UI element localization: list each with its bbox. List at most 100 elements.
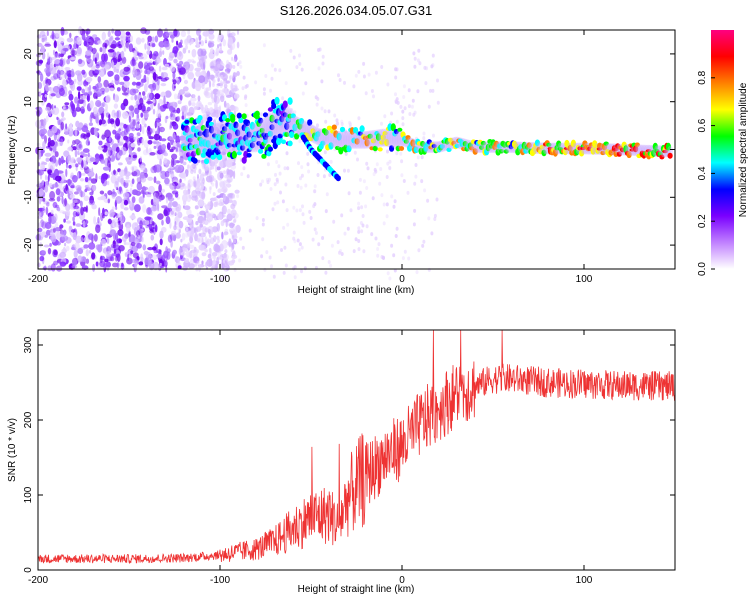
spectrogram-noise-cell <box>83 40 88 47</box>
spectrogram-noise-cell <box>134 204 141 213</box>
spectrogram-ridge-cell <box>266 150 272 157</box>
spectrogram-noise-cell <box>158 65 162 72</box>
spectrogram-noise-cell <box>117 229 124 237</box>
spectrogram-noise-cell <box>217 78 220 83</box>
spectrogram-noise-cell <box>136 181 142 191</box>
spectrogram-noise-cell <box>374 70 378 75</box>
spectrogram-noise-cell <box>417 48 421 53</box>
spectrogram-ridge-cell <box>590 146 596 155</box>
spectrogram-noise-cell <box>385 214 389 219</box>
spectrogram-noise-cell <box>67 178 71 186</box>
spectrogram-noise-cell <box>158 196 162 202</box>
spectrogram-noise-cell <box>44 174 48 181</box>
spectrogram-noise-cell <box>431 88 435 93</box>
spectrogram-noise-cell <box>150 128 155 134</box>
spectrogram-noise-cell <box>352 249 356 254</box>
spectrogram-noise-cell <box>208 212 212 217</box>
spectrogram-noise-cell <box>89 157 96 162</box>
spectrogram-noise-cell <box>145 190 148 196</box>
spectrogram-noise-cell <box>146 76 149 85</box>
spectrogram-noise-cell <box>229 64 233 69</box>
spectrogram-noise-cell <box>142 95 147 101</box>
spectrogram-noise-cell <box>380 193 384 198</box>
snr-x-tick-label: -200 <box>28 575 48 586</box>
spectrogram-ridge-cell <box>667 152 673 159</box>
spectrogram-noise-cell <box>179 155 184 164</box>
spectrogram-noise-cell <box>403 106 407 111</box>
spectrogram-noise-cell <box>137 147 141 152</box>
spectrogram-noise-cell <box>170 239 173 248</box>
spectrogram-noise-cell <box>72 216 75 222</box>
spectrogram-noise-cell <box>39 212 42 217</box>
spectrogram-noise-cell <box>91 47 97 55</box>
spectrogram-noise-cell <box>170 111 173 118</box>
spectrogram-noise-cell <box>151 246 157 251</box>
spectrogram-noise-cell <box>146 194 152 198</box>
spectrogram-ridge-cell <box>384 138 390 147</box>
spectrogram-noise-cell <box>407 235 411 240</box>
spectrogram-noise-cell <box>293 117 297 122</box>
spectrogram-noise-cell <box>118 149 123 156</box>
spectrogram-ridge-cell <box>184 119 190 124</box>
spectrogram-noise-cell <box>164 177 170 185</box>
spectrogram-noise-cell <box>422 239 426 244</box>
spectrogram-noise-cell <box>229 230 233 235</box>
spectrogram-noise-cell <box>312 204 316 209</box>
spectrogram-noise-cell <box>129 35 133 43</box>
spectrogram-noise-cell <box>147 247 154 251</box>
spectrogram-ridge-cell <box>359 125 365 133</box>
spectrogram-noise-cell <box>120 50 125 59</box>
spectrogram-noise-cell <box>98 106 105 114</box>
spectrogram-ridge-cell <box>205 140 211 148</box>
spectrogram-noise-cell <box>163 95 166 105</box>
spectrogram-noise-cell <box>87 181 92 191</box>
spectrogram-noise-cell <box>120 136 124 144</box>
spectrogram-noise-cell <box>390 194 394 199</box>
spectrogram-noise-cell <box>188 214 192 219</box>
spectrogram-noise-cell <box>214 164 218 173</box>
spectrogram-noise-cell <box>346 226 350 231</box>
spectrogram-noise-cell <box>38 150 42 160</box>
spectrogram-noise-cell <box>179 178 182 184</box>
spectrogram-noise-cell <box>111 109 116 118</box>
spectrogram-ridge-cell <box>205 120 211 128</box>
spectrogram-noise-cell <box>218 105 222 114</box>
spectrogram-noise-cell <box>97 40 102 45</box>
spectrogram-ridge-cell <box>208 125 214 134</box>
spectrogram-noise-cell <box>177 64 183 72</box>
spectrogram-noise-cell <box>153 176 157 184</box>
spectrogram-noise-cell <box>111 28 115 34</box>
spectrogram-noise-cell <box>150 234 155 241</box>
spectrogram-noise-cell <box>239 236 243 241</box>
spectrogram-noise-cell <box>43 265 47 271</box>
spectrogram-noise-cell <box>69 57 76 61</box>
spectrogram-ridge-cell <box>235 129 241 137</box>
spectrogram-noise-cell <box>108 136 112 142</box>
spectrogram-noise-cell <box>132 252 139 259</box>
spectrogram-noise-cell <box>112 129 117 135</box>
spectrogram-noise-cell <box>47 247 52 255</box>
spectrogram-noise-cell <box>172 109 178 114</box>
spectrogram-noise-cell <box>125 175 130 180</box>
spectrogram-noise-cell <box>223 100 227 108</box>
spectrogram-noise-cell <box>136 132 141 137</box>
spectrogram-noise-cell <box>57 207 61 212</box>
spectrogram-noise-cell <box>297 161 300 166</box>
spectrogram-noise-cell <box>60 49 64 54</box>
spectrogram-noise-cell <box>112 56 119 63</box>
spectrogram-noise-cell <box>214 244 221 253</box>
spectrogram-noise-cell <box>191 48 197 58</box>
spectrogram-noise-cell <box>192 81 196 89</box>
spectrogram-noise-cell <box>183 113 187 120</box>
spectrogram-noise-cell <box>349 122 353 127</box>
spectrogram-noise-cell <box>151 221 155 226</box>
spectrogram-ridge-cell <box>246 153 252 158</box>
spectrogram-noise-cell <box>313 189 317 194</box>
spectrogram-noise-cell <box>279 190 282 195</box>
spectrogram-noise-cell <box>431 53 435 58</box>
spectrogram-noise-cell <box>273 201 277 206</box>
spectrogram-noise-cell <box>424 81 428 86</box>
spectrogram-noise-cell <box>238 60 242 65</box>
spectrogram-noise-cell <box>282 225 286 230</box>
